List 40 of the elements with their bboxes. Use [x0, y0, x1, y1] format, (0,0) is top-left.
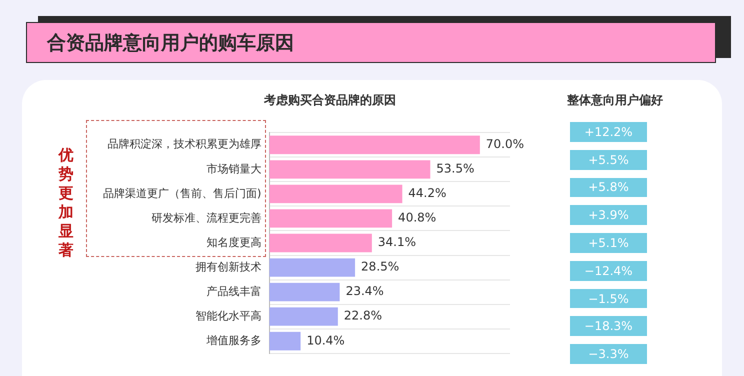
- data-label: 22.8%: [344, 308, 382, 323]
- y-tick-label: 品牌渠道更广（售前、售后门面): [102, 186, 262, 200]
- text: −1.5%: [570, 288, 647, 308]
- data-label: 53.5%: [436, 162, 474, 176]
- bar: [269, 307, 338, 326]
- y-tick-label: 研发标准、流程更完善: [151, 211, 262, 224]
- data-label: 34.1%: [378, 235, 416, 250]
- text: −12.4%: [570, 260, 647, 281]
- bar: [269, 136, 480, 154]
- bar: [269, 184, 402, 204]
- chart-title: 合资品牌意向用户的购车原因: [47, 30, 294, 56]
- data-label: 10.4%: [306, 333, 345, 348]
- y-tick-label: 拥有创新技术: [195, 260, 262, 274]
- text: +5.5%: [570, 150, 647, 170]
- data-label: 44.2%: [408, 186, 446, 200]
- data-label: 23.4%: [346, 284, 384, 298]
- text: −3.3%: [570, 344, 647, 364]
- text: +12.2%: [570, 122, 647, 142]
- bar: [269, 160, 430, 179]
- bar: [269, 234, 372, 252]
- bar: [269, 332, 301, 350]
- y-tick-label: 增值服务多: [205, 334, 262, 347]
- bar: [269, 209, 392, 228]
- data-label: 40.8%: [398, 210, 436, 225]
- y-tick-label: 智能化水平高: [195, 309, 262, 322]
- y-tick-label: 品牌积淀深，技术积累更为雄厚: [107, 138, 262, 151]
- y-tick-label: 产品线丰富: [206, 284, 262, 298]
- bar: [269, 282, 340, 302]
- data-label: 28.5%: [361, 260, 400, 274]
- y-tick-label: 知名度更高: [206, 236, 262, 249]
- bar: [269, 258, 356, 277]
- text: +3.9%: [570, 205, 647, 226]
- text: −18.3%: [570, 316, 647, 336]
- text: 优势更加显著: [57, 146, 74, 260]
- text: +5.1%: [570, 233, 647, 253]
- chart-subtitle: 考虑购买合资品牌的原因: [263, 92, 397, 109]
- y-tick-label: 市场销量大: [206, 162, 262, 176]
- text: +5.8%: [570, 178, 647, 198]
- text: 整体意向用户偏好: [566, 92, 664, 109]
- data-label: 70.0%: [486, 136, 524, 151]
